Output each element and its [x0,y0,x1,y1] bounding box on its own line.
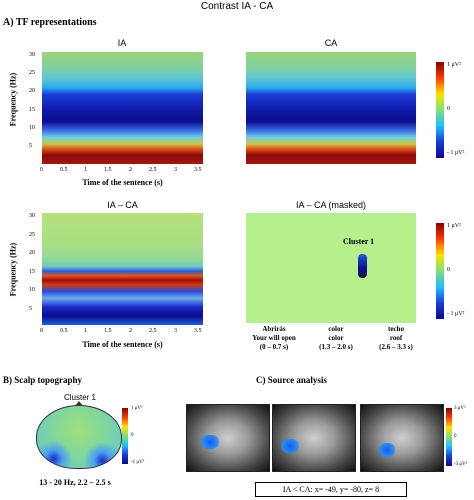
x-axis-label-bottom: Time of the sentence (s) [82,340,163,349]
panel-title-ca: CA [324,38,338,48]
scalp-caption: 13 - 20 Hz, 2.2 – 2.5 s [39,478,111,487]
tf-map-ca [246,52,416,164]
colorbar-bottom-min: - 1 μV² [447,311,465,317]
word-annotation-2: color color (1.3 – 2.0 s) [319,325,353,351]
tf-map-ia-ca [42,213,203,325]
scalp-colorbar-mid: 0 [131,433,134,438]
word-annotation-3: techo roof (2.6 – 3.3 s) [379,325,413,351]
source-caption: IA < CA: x= -49, y= -80, z= 8 [255,482,407,497]
panel-title-ia: IA [117,38,127,48]
word-annotation-1: Abrirás Your will open (0 – 0.7 s) [252,325,296,351]
panel-title-ia-ca: IA – CA [107,200,138,210]
colorbar-tf-bottom [436,223,444,319]
panel-title-ia-ca-masked: IA – CA (masked) [295,200,367,210]
scalp-colorbar [122,408,128,464]
colorbar-tf-top [436,62,444,158]
mri-coronal-1 [186,404,270,472]
scalp-map [36,401,122,469]
y-axis-label-bottom: Frequency (Hz) [8,242,18,297]
section-a-heading: A) TF representations [3,17,97,28]
colorbar-bottom-mid: 0 [447,267,450,273]
tf-map-ia-ca-masked: Cluster 1 [246,213,416,323]
colorbar-bottom-max: 1 μV² [447,223,461,229]
y-axis-label-top: Frequency (Hz) [8,72,18,127]
mri-axial [360,404,444,472]
source-colorbar-max: 3 μV² [454,406,466,411]
source-colorbar-min: -3 μV² [454,462,468,467]
x-ticks-top-left: 0 0.5 1 1.5 2 2.5 3 3.5 [40,167,202,173]
colorbar-top-min: - 1 μV² [447,150,465,156]
y-ticks-top-left: 30 25 20 15 10 5 [29,52,35,149]
y-ticks-bottom-left: 30 25 20 15 10 5 [29,213,35,312]
x-ticks-bottom-left: 0 0.5 1 1.5 2 2.5 3 3.5 [40,328,202,334]
source-colorbar-mid: 0 [454,434,457,439]
cluster-blob [358,254,367,278]
section-c-heading: C) Source analysis [256,375,327,385]
colorbar-top-mid: 0 [447,106,450,112]
section-b-heading: B) Scalp topography [3,375,83,385]
tf-map-ia [42,52,203,164]
colorbar-top-max: 1 μV² [447,62,461,68]
mri-coronal-2 [272,404,356,472]
scalp-nose [75,401,83,406]
figure-title: Contrast IA - CA [200,1,274,12]
cluster-label: Cluster 1 [343,237,375,246]
scalp-colorbar-min: -1 μV² [131,460,145,465]
scalp-colorbar-max: 1 μV² [131,406,143,411]
source-colorbar [446,408,452,466]
scalp-title: Cluster 1 [63,393,96,402]
x-axis-label-top: Time of the sentence (s) [82,178,163,187]
